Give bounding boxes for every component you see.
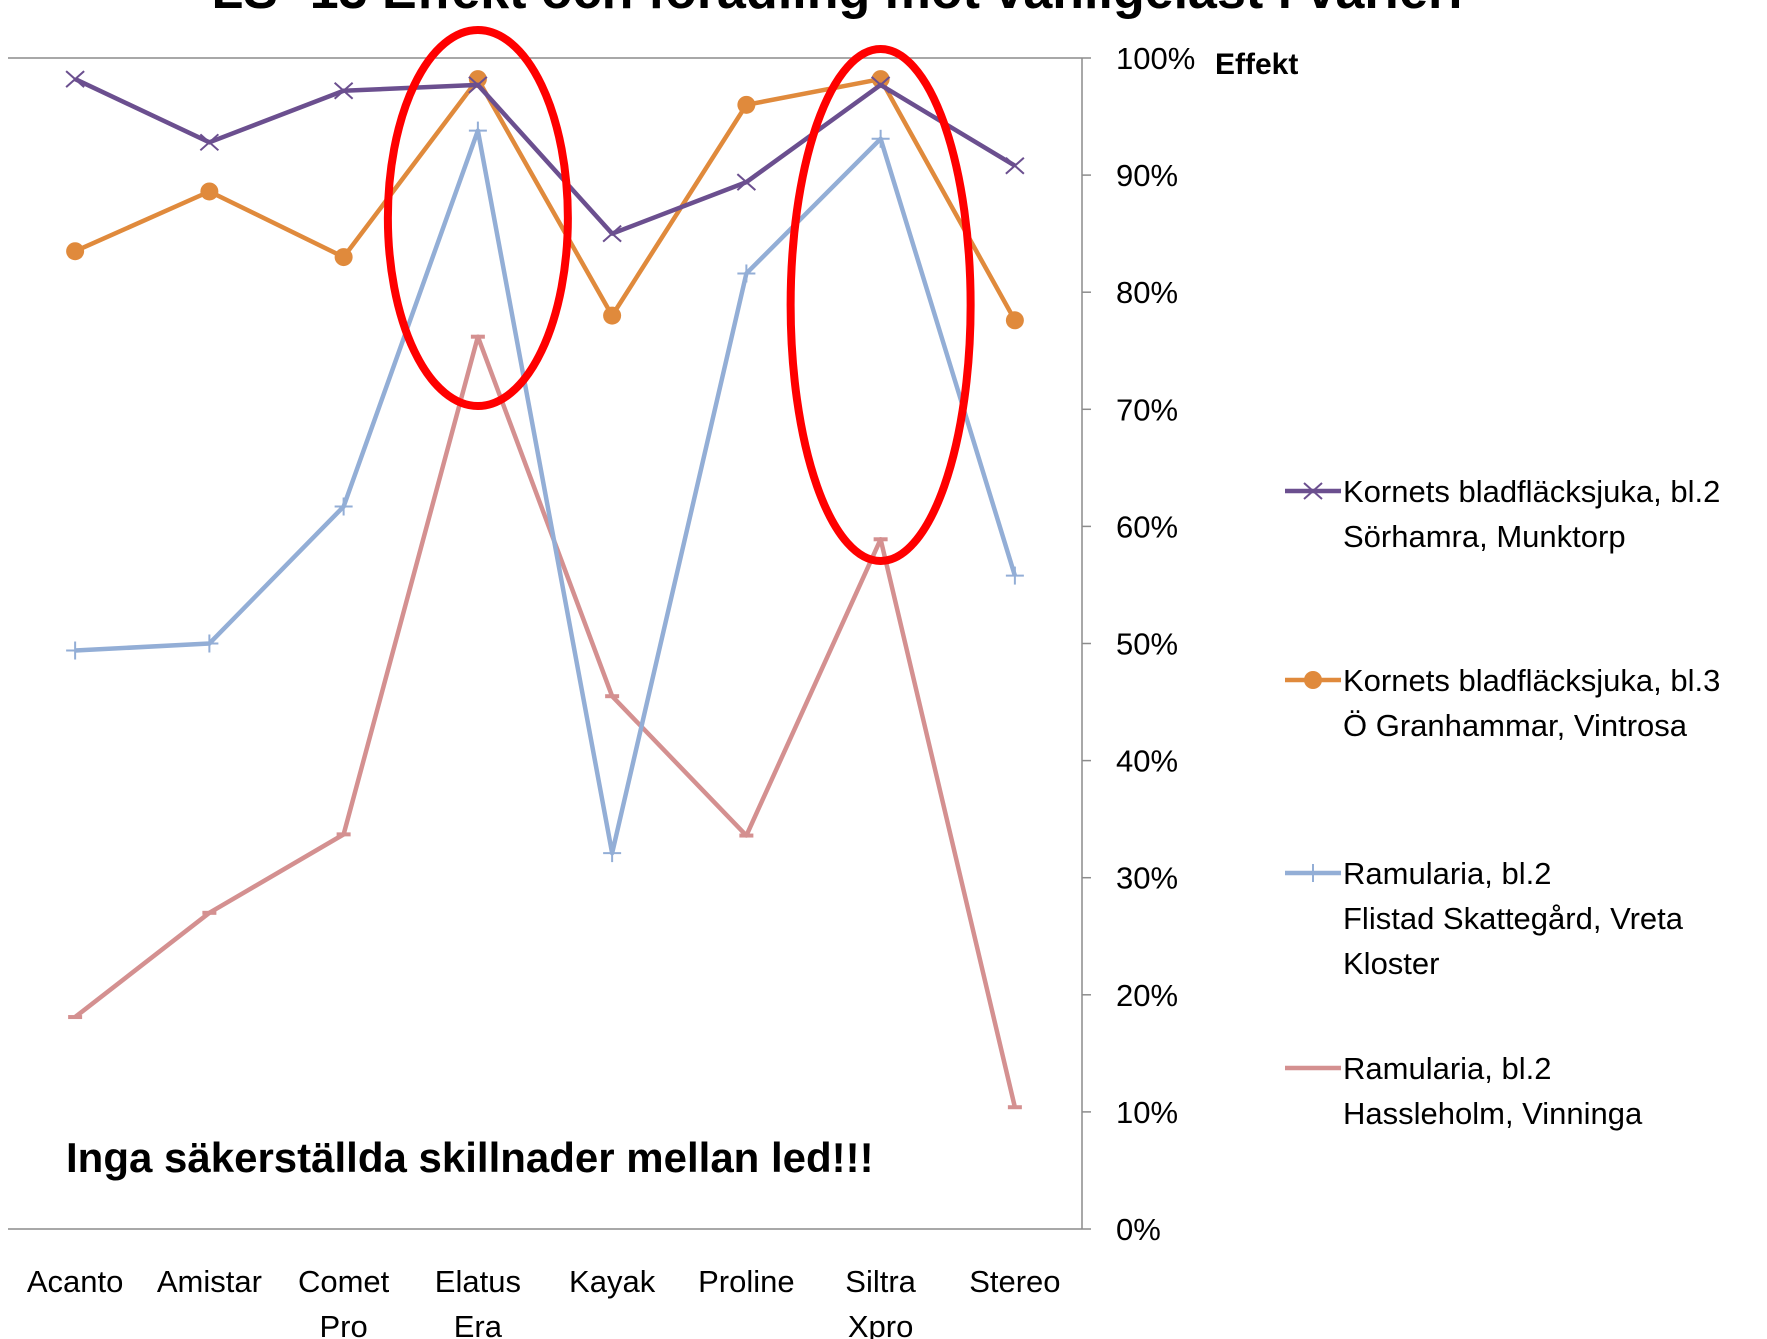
marker-plus (603, 844, 622, 863)
highlight-ellipses (383, 26, 975, 565)
series-1 (65, 70, 1025, 243)
legend-label: Kornets bladfläcksjuka, bl.2 (1343, 474, 1720, 509)
x-tick-label: Siltra Xpro (845, 1264, 916, 1339)
chart-title: LS -13 Effekt och förädling mot vanligel… (212, 0, 1469, 20)
legend-label: Kloster (1343, 946, 1439, 981)
y-tick-label: 90% (1116, 158, 1178, 193)
series-line (74, 76, 1017, 322)
legend-label: Flistad Skattegård, Vreta (1343, 901, 1684, 936)
y-tick-label: 80% (1116, 275, 1178, 310)
series-3 (66, 121, 1024, 863)
marker-circle (334, 248, 353, 267)
x-tick-label: Proline (698, 1264, 795, 1299)
y-tick-label: 50% (1116, 627, 1178, 662)
y-ticks: 0% 10% 20% 30% 40% 50% 60% 70% 80% 90% 100% (1082, 41, 1195, 1247)
series-group (65, 70, 1025, 1110)
y-tick-label: 10% (1116, 1095, 1178, 1130)
marker-plus (737, 264, 756, 283)
marker-circle (66, 242, 85, 261)
marker-x (65, 70, 85, 88)
marker-circle (200, 182, 219, 201)
marker-x (870, 76, 891, 94)
legend-label: Ramularia, bl.2 (1343, 1051, 1551, 1086)
legend-item: Ramularia, bl.2 Hassleholm, Vinninga (1285, 1051, 1643, 1131)
marker-x (736, 173, 757, 191)
legend-label: Kornets bladfläcksjuka, bl.3 (1343, 663, 1720, 698)
y-tick-label: 40% (1116, 744, 1178, 779)
x-tick-label: Elatus Era (435, 1264, 521, 1339)
marker-plus (66, 641, 85, 660)
marker-x (199, 133, 220, 152)
marker-plus (871, 129, 890, 148)
y-axis-title: Effekt (1215, 48, 1298, 81)
series-line (75, 128, 1018, 856)
x-tick-label: Stereo (969, 1264, 1060, 1299)
marker-circle (603, 306, 622, 325)
legend-label: Hassleholm, Vinninga (1343, 1096, 1643, 1131)
x-tick-label: Kayak (569, 1264, 656, 1299)
legend-item: Kornets bladfläcksjuka, bl.2 Sörhamra, Mu… (1285, 474, 1720, 554)
series-line (73, 334, 1018, 1108)
y-tick-label: 70% (1116, 392, 1178, 427)
legend-item: Ramularia, bl.2 Flistad Skattegård, Vreta… (1285, 856, 1684, 981)
x-tick-label: Amistar (157, 1264, 262, 1299)
y-tick-label: 60% (1116, 509, 1178, 544)
marker-plus (1304, 864, 1322, 882)
marker-plus (1005, 566, 1024, 585)
legend-label: Ö Granhammar, Vintrosa (1343, 708, 1688, 743)
legend: Kornets bladfläcksjuka, bl.2 Sörhamra, Mu… (1285, 474, 1720, 1131)
highlight-ellipse (383, 26, 572, 410)
marker-plus (468, 121, 487, 140)
marker-circle (1005, 311, 1024, 330)
legend-item: Kornets bladfläcksjuka, bl.3 Ö Granhammar… (1285, 663, 1720, 743)
marker-x (602, 224, 622, 243)
y-tick-label: 30% (1116, 861, 1178, 896)
x-tick-label: Comet Pro (298, 1264, 390, 1339)
series-2 (66, 70, 1024, 330)
series-4 (68, 334, 1022, 1110)
marker-plus (334, 497, 353, 516)
marker-circle (737, 95, 756, 114)
highlight-ellipse (786, 45, 975, 565)
y-tick-label: 100% (1116, 41, 1195, 76)
marker-circle (871, 70, 890, 89)
y-tick-label: 0% (1116, 1212, 1161, 1247)
series-line (74, 77, 1017, 236)
legend-label: Ramularia, bl.2 (1343, 856, 1551, 891)
y-tick-label: 20% (1116, 978, 1178, 1013)
annotation-text: Inga säkerställda skillnader mellan led!… (66, 1134, 874, 1181)
marker-plus (200, 634, 219, 653)
marker-circle (1304, 671, 1322, 689)
marker-x (333, 82, 354, 100)
marker-x (1303, 482, 1323, 500)
marker-x (468, 76, 488, 94)
marker-x (1005, 156, 1025, 175)
x-tick-labels: Acanto Amistar Comet Pro Elatus Era Kayak Proli… (27, 1264, 1061, 1339)
legend-label: Sörhamra, Munktorp (1343, 519, 1626, 554)
x-tick-label: Acanto (27, 1264, 124, 1299)
